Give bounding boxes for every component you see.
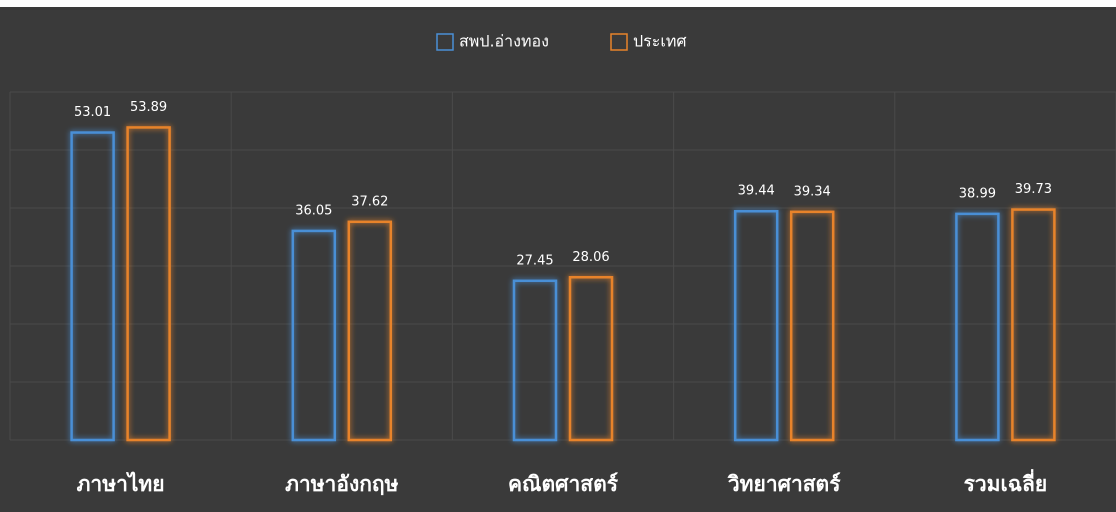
bar <box>568 276 614 442</box>
data-label: 53.89 <box>130 100 167 115</box>
data-label: 36.05 <box>295 203 332 218</box>
x-tick-label: คณิตศาสตร์ <box>508 472 619 496</box>
legend-swatch <box>436 33 454 51</box>
data-label: 27.45 <box>516 253 553 268</box>
bar <box>955 212 1000 442</box>
legend-label: ประเทศ <box>633 32 687 51</box>
top-strip <box>0 0 1116 7</box>
data-label: 38.99 <box>959 186 996 201</box>
data-label: 39.44 <box>738 184 775 199</box>
x-tick-label: วิทยาศาสตร์ <box>727 472 842 496</box>
bar <box>347 220 393 442</box>
bar <box>733 209 779 442</box>
legend-label: สพป.อ่างทอง <box>459 32 549 51</box>
data-label: 39.34 <box>794 184 831 199</box>
legend-swatch <box>610 33 628 51</box>
bar <box>1011 208 1056 442</box>
x-tick-label: รวมเฉลี่ย <box>964 468 1048 496</box>
data-label: 53.01 <box>74 105 111 120</box>
bar <box>789 210 835 442</box>
data-label: 37.62 <box>351 194 388 209</box>
bar <box>126 126 171 442</box>
bar <box>70 131 115 442</box>
data-label: 39.73 <box>1015 182 1052 197</box>
x-tick-label: ภาษาอังกฤษ <box>285 472 399 496</box>
bar <box>291 229 337 442</box>
bar <box>512 279 558 442</box>
x-tick-label: ภาษาไทย <box>77 471 165 496</box>
data-label: 28.06 <box>572 250 609 265</box>
